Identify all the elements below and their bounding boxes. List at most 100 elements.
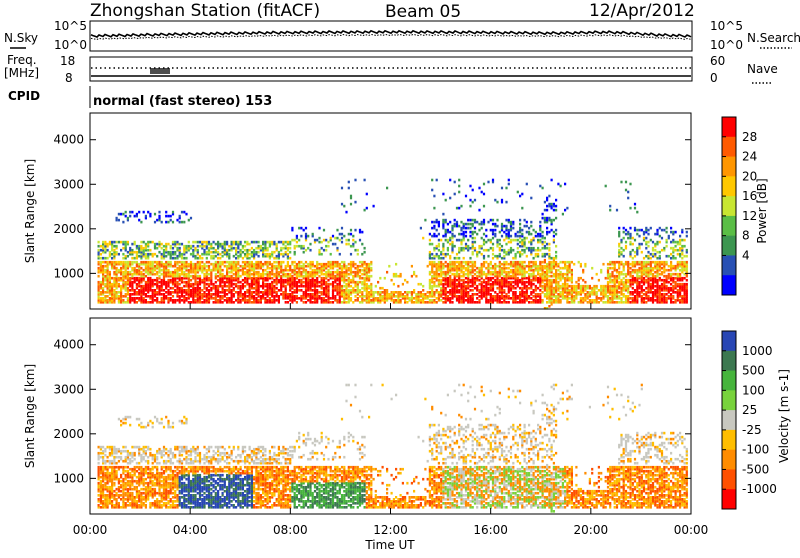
range-gate-cell xyxy=(364,209,366,212)
range-gate-cell xyxy=(429,279,431,282)
range-gate-cell xyxy=(210,251,212,254)
range-gate-cell xyxy=(391,279,393,282)
range-gate-cell xyxy=(206,261,208,264)
range-gate-cell xyxy=(271,251,273,254)
range-gate-cell xyxy=(420,227,422,230)
range-gate-cell xyxy=(661,249,663,252)
range-gate-cell xyxy=(242,245,244,248)
range-gate-cell xyxy=(625,233,627,236)
range-gate-cell xyxy=(492,281,494,284)
range-gate-cell xyxy=(145,275,147,278)
range-gate-cell xyxy=(165,221,167,224)
range-gate-cell xyxy=(361,273,363,276)
range-gate-cell xyxy=(429,291,431,294)
range-gate-cell xyxy=(607,267,609,270)
range-gate-cell xyxy=(451,301,453,304)
range-gate-cell xyxy=(262,269,264,272)
range-gate-cell xyxy=(629,271,631,274)
range-gate-cell xyxy=(591,287,593,290)
range-gate-cell xyxy=(544,265,546,268)
range-gate-cell xyxy=(458,289,460,292)
range-gate-cell xyxy=(156,247,158,250)
range-gate-cell xyxy=(458,239,460,242)
range-gate-cell xyxy=(469,199,471,202)
range-gate-cell xyxy=(122,253,124,256)
range-gate-cell xyxy=(467,291,469,294)
range-gate-cell xyxy=(116,251,118,254)
range-gate-cell xyxy=(287,241,289,244)
range-gate-cell xyxy=(481,245,483,248)
range-gate-cell xyxy=(174,257,176,260)
range-gate-cell xyxy=(325,249,327,252)
range-gate-cell xyxy=(478,267,480,270)
range-gate-cell xyxy=(580,297,582,300)
range-gate-cell xyxy=(490,277,492,280)
range-gate-cell xyxy=(668,255,670,258)
range-gate-cell xyxy=(203,263,205,266)
range-gate-cell xyxy=(161,273,163,276)
range-gate-cell xyxy=(343,289,345,292)
range-gate-cell xyxy=(474,241,476,244)
range-gate-cell xyxy=(136,297,138,300)
range-gate-cell xyxy=(264,241,266,244)
range-gate-cell xyxy=(251,301,253,304)
range-gate-cell xyxy=(528,273,530,276)
range-gate-cell xyxy=(199,287,201,290)
range-gate-cell xyxy=(298,227,300,230)
range-gate-cell xyxy=(476,221,478,224)
range-gate-cell xyxy=(501,267,503,270)
range-gate-cell xyxy=(542,213,544,216)
range-gate-cell xyxy=(176,255,178,258)
range-gate-cell xyxy=(474,293,476,296)
range-gate-cell xyxy=(526,285,528,288)
range-gate-cell xyxy=(656,261,658,264)
range-gate-cell xyxy=(485,249,487,252)
range-gate-cell xyxy=(354,295,356,298)
range-gate-cell xyxy=(485,261,487,264)
range-gate-cell xyxy=(255,241,257,244)
range-gate-cell xyxy=(276,243,278,246)
range-gate-cell xyxy=(505,301,507,304)
range-gate-cell xyxy=(458,185,460,188)
range-gate-cell xyxy=(296,235,298,238)
range-gate-cell xyxy=(512,269,514,272)
range-gate-cell xyxy=(447,247,449,250)
range-gate-cell xyxy=(226,285,228,288)
range-gate-cell xyxy=(627,279,629,282)
range-gate-cell xyxy=(515,291,517,294)
range-gate-cell xyxy=(553,209,555,212)
range-gate-cell xyxy=(339,239,341,242)
range-gate-cell xyxy=(429,251,431,254)
range-gate-cell xyxy=(237,291,239,294)
range-gate-cell xyxy=(246,241,248,244)
range-gate-cell xyxy=(273,295,275,298)
range-gate-cell xyxy=(542,261,544,264)
range-gate-cell xyxy=(359,289,361,292)
range-gate-cell xyxy=(611,285,613,288)
range-gate-cell xyxy=(181,221,183,224)
range-gate-cell xyxy=(393,299,395,302)
range-gate-cell xyxy=(496,225,498,228)
range-gate-cell xyxy=(104,269,106,272)
range-gate-cell xyxy=(213,251,215,254)
range-gate-cell xyxy=(190,275,192,278)
range-gate-cell xyxy=(629,267,631,270)
range-gate-cell xyxy=(663,293,665,296)
range-gate-cell xyxy=(354,267,356,270)
range-gate-cell xyxy=(465,243,467,246)
range-gate-cell xyxy=(438,243,440,246)
range-gate-cell xyxy=(278,261,280,264)
range-gate-cell xyxy=(213,247,215,250)
range-gate-cell xyxy=(499,279,501,282)
range-gate-cell xyxy=(496,255,498,258)
range-gate-cell xyxy=(474,261,476,264)
range-gate-cell xyxy=(469,265,471,268)
range-gate-cell xyxy=(224,261,226,264)
range-gate-cell xyxy=(334,275,336,278)
range-gate-cell xyxy=(298,261,300,264)
range-gate-cell xyxy=(208,241,210,244)
range-gate-cell xyxy=(659,255,661,258)
range-gate-cell xyxy=(269,271,271,274)
range-gate-cell xyxy=(449,231,451,234)
range-gate-cell xyxy=(449,297,451,300)
